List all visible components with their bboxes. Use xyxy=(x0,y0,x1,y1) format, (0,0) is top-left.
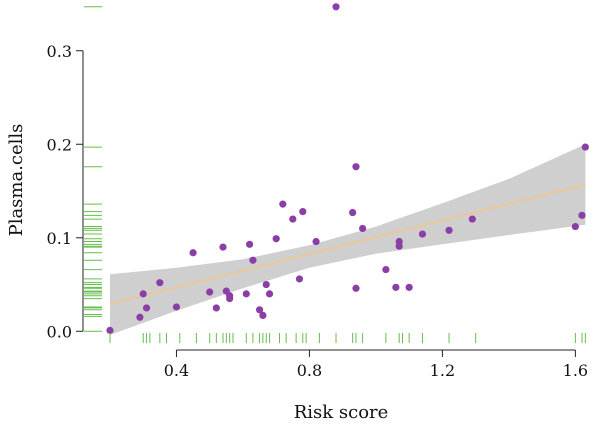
y-ticks: 0.0 0.1 0.2 0.3 xyxy=(47,42,83,341)
axes xyxy=(82,50,576,351)
data-point xyxy=(265,290,274,298)
x-tick-label: 1.6 xyxy=(563,361,588,380)
data-point xyxy=(352,284,360,292)
data-point xyxy=(332,3,340,11)
data-point xyxy=(262,280,270,289)
data-point xyxy=(259,311,267,319)
data-point xyxy=(349,208,357,217)
data-point xyxy=(295,275,304,283)
y-tick-label: 0.0 xyxy=(47,322,72,341)
data-point xyxy=(272,235,280,243)
data-point xyxy=(212,304,220,312)
rug-marks-layer xyxy=(84,6,586,343)
data-point xyxy=(418,230,427,238)
data-point xyxy=(312,237,320,246)
y-tick-label: 0.3 xyxy=(47,42,72,61)
data-point xyxy=(226,292,234,300)
y-tick-label: 0.1 xyxy=(47,229,72,248)
data-point xyxy=(172,303,181,311)
data-point xyxy=(571,222,579,231)
data-point xyxy=(382,265,390,274)
confidence-band-layer xyxy=(110,144,586,335)
x-tick-label: 1.2 xyxy=(430,361,455,380)
confidence-band xyxy=(110,144,586,335)
data-point xyxy=(219,243,227,251)
data-point xyxy=(359,224,367,233)
x-tick-label: 0.4 xyxy=(164,361,189,380)
data-point xyxy=(468,215,476,223)
data-point xyxy=(249,256,257,264)
y-axis-title: Plasma.cells xyxy=(6,124,27,237)
x-ticks: 0.4 0.8 1.2 1.6 xyxy=(164,350,588,380)
data-point xyxy=(242,290,250,298)
data-point xyxy=(405,283,413,291)
data-point xyxy=(445,226,453,234)
data-point xyxy=(299,208,307,216)
data-point xyxy=(581,143,589,151)
data-points-layer xyxy=(106,3,589,334)
data-point xyxy=(392,283,400,291)
data-point xyxy=(578,211,586,219)
data-point xyxy=(142,304,151,312)
y-tick-label: 0.2 xyxy=(47,135,72,154)
data-point xyxy=(245,240,254,248)
fit-line-layer xyxy=(109,183,586,305)
data-point xyxy=(255,306,264,314)
data-point xyxy=(289,215,297,223)
fit-line xyxy=(109,183,586,305)
data-point xyxy=(139,290,147,298)
data-point xyxy=(136,313,144,321)
x-tick-label: 0.8 xyxy=(297,361,322,380)
data-point xyxy=(156,279,164,287)
data-point xyxy=(352,163,360,171)
data-point xyxy=(106,326,114,334)
data-point xyxy=(279,200,287,208)
x-axis-title: Risk score xyxy=(294,402,389,423)
data-point xyxy=(189,249,197,257)
data-point xyxy=(206,288,214,296)
data-point xyxy=(395,242,403,250)
